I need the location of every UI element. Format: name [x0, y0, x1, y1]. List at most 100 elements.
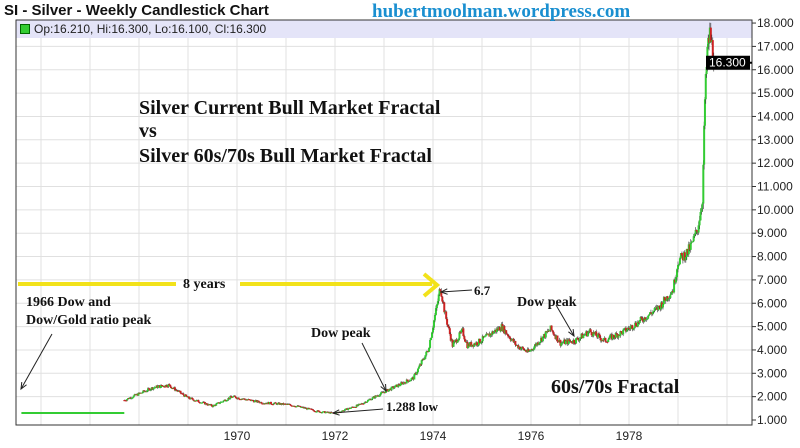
- candle-body: [455, 339, 458, 343]
- candle-body: [160, 385, 163, 387]
- candle-body: [460, 329, 463, 333]
- candle-body: [253, 400, 256, 403]
- candle-body: [653, 308, 656, 311]
- candle-body: [677, 264, 680, 266]
- candle-body: [366, 401, 369, 403]
- ohlc-readout: Op:16.210, Hi:16.300, Lo:16.100, Cl:16.3…: [20, 22, 266, 36]
- x-tick-label: 1974: [420, 429, 447, 443]
- candle-body: [408, 380, 411, 382]
- candle-body: [142, 390, 145, 393]
- candle-body: [260, 402, 263, 404]
- candle-body: [607, 339, 610, 342]
- dow-peak-label-1: Dow peak: [311, 326, 371, 341]
- peak-value-arrow-head: [439, 288, 448, 295]
- candle-body: [619, 331, 622, 336]
- candle-body: [459, 332, 462, 334]
- candle-body: [216, 402, 219, 404]
- candle-body: [390, 386, 393, 391]
- candle-body: [507, 334, 510, 337]
- candle-body: [680, 253, 683, 256]
- peak-1966-label-2: Dow/Gold ratio peak: [26, 313, 152, 328]
- candle-body: [612, 334, 615, 338]
- y-tick-label: 1.000: [757, 413, 787, 427]
- candle-body: [355, 404, 358, 408]
- candle-body: [321, 412, 324, 414]
- candle-body: [481, 336, 484, 342]
- candle-body: [378, 395, 381, 397]
- candle-body: [432, 320, 435, 328]
- candle-body: [639, 317, 642, 321]
- candle-body: [698, 220, 701, 226]
- candle-body: [576, 337, 579, 340]
- y-tick-label: 2.000: [757, 390, 787, 404]
- candle-body: [557, 341, 560, 343]
- candle-body: [274, 402, 277, 404]
- candle-body: [425, 351, 428, 356]
- candle-body: [697, 225, 700, 233]
- y-tick-label: 10.000: [757, 203, 794, 217]
- candle-body: [394, 385, 397, 388]
- candle-body: [595, 331, 598, 336]
- candle-body: [512, 338, 515, 343]
- candle-body: [550, 325, 553, 331]
- candle-body: [324, 412, 327, 414]
- candle-body: [677, 264, 679, 270]
- candle-body: [638, 320, 641, 324]
- dow-peak-arrow-1-head: [380, 383, 387, 393]
- candle-body: [548, 330, 551, 332]
- candle-body: [463, 336, 466, 340]
- candle-body: [439, 289, 442, 291]
- candle-body: [529, 350, 532, 352]
- candle-body: [489, 333, 492, 337]
- candle-body: [604, 337, 607, 342]
- candle-body: [257, 400, 260, 403]
- candle-body: [538, 343, 541, 345]
- candle-body: [443, 302, 446, 313]
- candle-body: [553, 334, 556, 336]
- y-tick-label: 14.000: [757, 109, 794, 123]
- candle-body: [592, 332, 595, 337]
- candle-body: [146, 390, 149, 392]
- candle-body: [191, 398, 194, 400]
- candle-body: [435, 304, 438, 309]
- candle-body: [517, 345, 520, 349]
- candle-body: [387, 389, 390, 392]
- candle-body: [221, 401, 224, 403]
- candle-body: [484, 335, 487, 337]
- candle-body: [508, 336, 511, 339]
- candle-body: [629, 326, 632, 329]
- candle-body: [237, 397, 240, 400]
- candle-body: [170, 386, 173, 389]
- candle-body: [432, 327, 434, 333]
- dow-peak-label-2: Dow peak: [517, 295, 577, 310]
- candle-body: [673, 279, 676, 293]
- candle-body: [525, 351, 528, 353]
- candle-body: [452, 342, 455, 347]
- candle-body: [470, 342, 473, 347]
- years-label: 8 years: [183, 277, 226, 292]
- candle-body: [400, 382, 403, 386]
- candle-body: [428, 347, 431, 352]
- candle-body: [625, 330, 628, 332]
- peak-value-arrow: [440, 289, 473, 293]
- candle-body: [608, 338, 611, 340]
- candle-body: [166, 386, 169, 388]
- candle-body: [505, 330, 508, 334]
- candle-body: [152, 387, 155, 390]
- candle-body: [584, 334, 587, 336]
- candle-body: [441, 296, 444, 302]
- low-value-label: 1.288 low: [386, 399, 438, 414]
- candle-body: [663, 297, 666, 301]
- candle-body: [431, 332, 434, 338]
- candle-body: [157, 386, 160, 388]
- candle-body: [624, 327, 627, 332]
- candle-body: [493, 331, 496, 334]
- candle-body: [562, 342, 565, 344]
- years-arrowhead: [422, 272, 441, 298]
- candle-body: [448, 328, 451, 335]
- candle-body: [215, 403, 218, 406]
- candle-body: [363, 402, 366, 404]
- candle-body: [666, 296, 669, 300]
- candle-body: [276, 403, 279, 405]
- candle-body: [657, 305, 660, 311]
